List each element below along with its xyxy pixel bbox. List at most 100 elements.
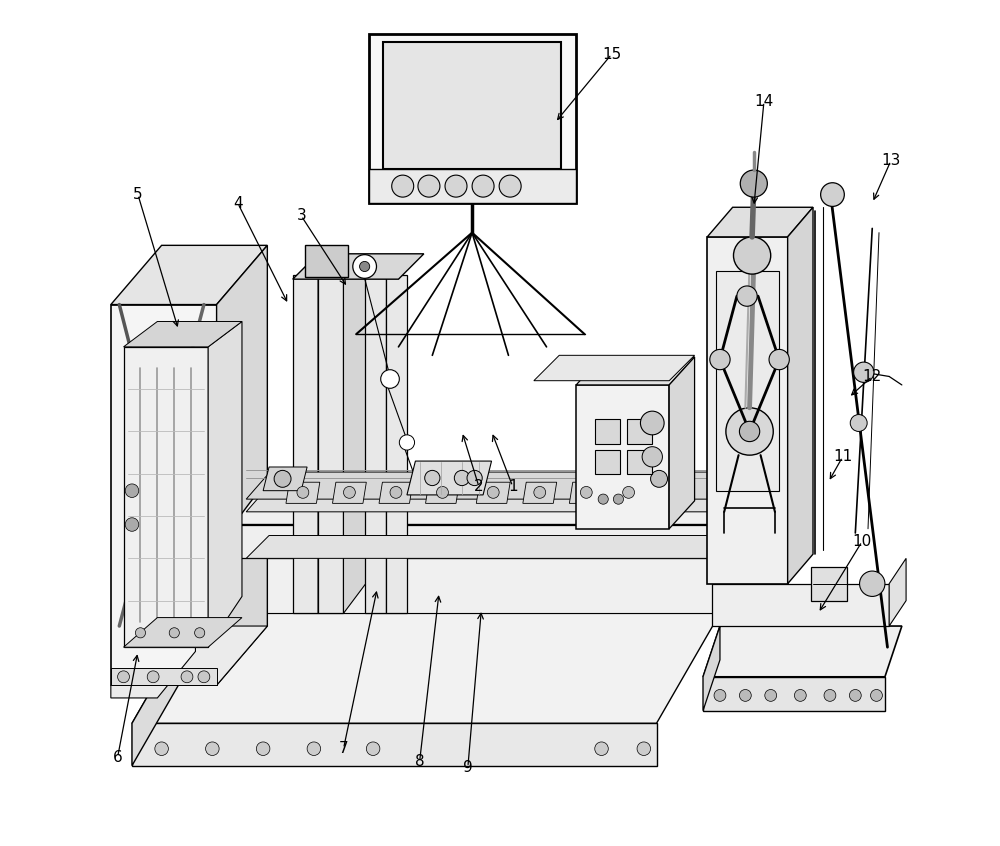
Text: 8: 8: [415, 754, 424, 769]
Polygon shape: [132, 613, 195, 766]
Polygon shape: [195, 558, 720, 613]
Polygon shape: [383, 42, 561, 169]
Polygon shape: [369, 169, 576, 203]
Polygon shape: [332, 482, 366, 503]
Circle shape: [169, 628, 179, 638]
Circle shape: [769, 349, 789, 370]
Circle shape: [381, 370, 399, 388]
Polygon shape: [234, 525, 716, 558]
Circle shape: [739, 689, 751, 701]
Circle shape: [206, 742, 219, 755]
Polygon shape: [111, 245, 267, 305]
Circle shape: [195, 628, 205, 638]
Polygon shape: [217, 245, 267, 685]
Polygon shape: [365, 275, 386, 613]
Circle shape: [297, 486, 309, 498]
Circle shape: [155, 742, 168, 755]
Text: 7: 7: [339, 741, 348, 756]
Polygon shape: [234, 491, 741, 525]
Text: 13: 13: [881, 153, 901, 168]
Circle shape: [274, 470, 291, 487]
Polygon shape: [707, 237, 788, 584]
Circle shape: [623, 486, 635, 498]
Polygon shape: [293, 254, 424, 279]
Polygon shape: [712, 584, 889, 626]
Polygon shape: [716, 271, 779, 491]
Circle shape: [598, 494, 608, 504]
Circle shape: [499, 175, 521, 197]
Circle shape: [534, 486, 546, 498]
Circle shape: [343, 486, 355, 498]
Polygon shape: [124, 347, 208, 647]
Circle shape: [740, 170, 767, 197]
Polygon shape: [246, 485, 744, 512]
Text: 1: 1: [508, 479, 518, 494]
Circle shape: [425, 470, 440, 486]
Circle shape: [418, 175, 440, 197]
Circle shape: [794, 689, 806, 701]
Circle shape: [487, 486, 499, 498]
Circle shape: [360, 261, 370, 272]
Polygon shape: [286, 482, 320, 503]
Circle shape: [849, 689, 861, 701]
Circle shape: [726, 408, 773, 455]
Polygon shape: [576, 357, 695, 385]
Circle shape: [871, 689, 882, 701]
Polygon shape: [343, 258, 369, 613]
Circle shape: [714, 689, 726, 701]
Polygon shape: [246, 472, 744, 499]
Polygon shape: [318, 258, 343, 613]
Polygon shape: [889, 558, 906, 626]
Circle shape: [390, 486, 402, 498]
Polygon shape: [132, 613, 720, 723]
Polygon shape: [716, 491, 741, 558]
Circle shape: [640, 411, 664, 435]
Circle shape: [824, 689, 836, 701]
Polygon shape: [569, 482, 603, 503]
Circle shape: [366, 742, 380, 755]
Polygon shape: [263, 467, 307, 491]
Text: 2: 2: [474, 479, 484, 494]
Polygon shape: [788, 207, 813, 584]
Text: 4: 4: [233, 195, 243, 211]
Text: 11: 11: [833, 449, 852, 464]
Polygon shape: [293, 275, 318, 613]
Polygon shape: [612, 482, 646, 503]
Circle shape: [580, 486, 592, 498]
Polygon shape: [124, 618, 242, 647]
Circle shape: [821, 183, 844, 206]
Text: 5: 5: [133, 187, 143, 202]
Circle shape: [472, 175, 494, 197]
Circle shape: [765, 689, 777, 701]
Circle shape: [854, 362, 874, 382]
Circle shape: [595, 742, 608, 755]
Text: 9: 9: [463, 760, 473, 775]
Polygon shape: [595, 450, 620, 474]
Text: 15: 15: [602, 47, 621, 62]
Polygon shape: [595, 419, 620, 444]
Circle shape: [651, 470, 668, 487]
Circle shape: [850, 415, 867, 431]
Polygon shape: [707, 207, 813, 237]
Polygon shape: [534, 355, 695, 381]
Circle shape: [739, 421, 760, 442]
Circle shape: [125, 484, 139, 497]
Polygon shape: [111, 305, 217, 685]
Text: 3: 3: [296, 208, 306, 223]
Circle shape: [710, 349, 730, 370]
Circle shape: [737, 286, 757, 306]
Circle shape: [637, 742, 651, 755]
Circle shape: [181, 671, 193, 683]
Polygon shape: [811, 567, 847, 601]
Circle shape: [437, 486, 448, 498]
Polygon shape: [476, 482, 510, 503]
Text: 6: 6: [113, 750, 122, 765]
Polygon shape: [627, 419, 652, 444]
Polygon shape: [318, 275, 343, 613]
Circle shape: [256, 742, 270, 755]
Circle shape: [147, 671, 159, 683]
Polygon shape: [208, 321, 242, 647]
Polygon shape: [379, 482, 413, 503]
Polygon shape: [703, 626, 902, 677]
Polygon shape: [576, 385, 669, 529]
